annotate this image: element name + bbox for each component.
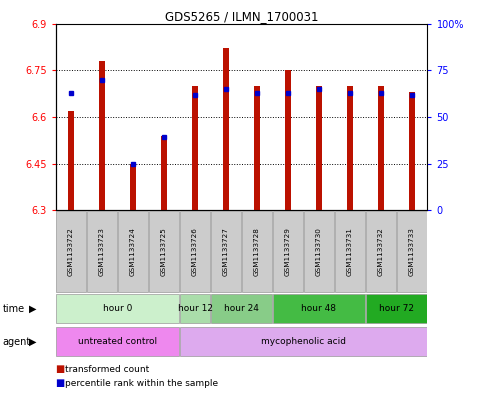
Text: hour 12: hour 12 bbox=[178, 304, 213, 313]
Bar bbox=[211, 294, 272, 323]
Text: hour 0: hour 0 bbox=[103, 304, 132, 313]
Bar bbox=[335, 211, 365, 292]
Text: GSM1133725: GSM1133725 bbox=[161, 227, 167, 276]
Text: agent: agent bbox=[2, 337, 30, 347]
Bar bbox=[378, 86, 384, 210]
Text: untreated control: untreated control bbox=[78, 338, 157, 346]
Bar bbox=[223, 48, 229, 210]
Text: GSM1133726: GSM1133726 bbox=[192, 227, 198, 276]
Text: ■: ■ bbox=[56, 364, 65, 375]
Text: hour 24: hour 24 bbox=[224, 304, 259, 313]
Text: GSM1133723: GSM1133723 bbox=[99, 227, 105, 276]
Text: transformed count: transformed count bbox=[65, 365, 149, 374]
Text: hour 48: hour 48 bbox=[301, 304, 337, 313]
Bar bbox=[316, 86, 322, 210]
Bar bbox=[87, 211, 117, 292]
Bar bbox=[180, 294, 210, 323]
Bar bbox=[149, 211, 179, 292]
Text: GSM1133728: GSM1133728 bbox=[254, 227, 260, 276]
Bar bbox=[118, 211, 148, 292]
Text: GSM1133732: GSM1133732 bbox=[378, 227, 384, 276]
Text: ▶: ▶ bbox=[29, 303, 37, 314]
Text: time: time bbox=[2, 303, 25, 314]
Bar bbox=[130, 163, 136, 210]
Bar bbox=[285, 70, 291, 210]
Text: GSM1133727: GSM1133727 bbox=[223, 227, 229, 276]
Bar bbox=[409, 92, 415, 210]
Text: mycophenolic acid: mycophenolic acid bbox=[261, 338, 346, 346]
Bar bbox=[99, 61, 105, 210]
Bar bbox=[304, 211, 334, 292]
Bar bbox=[192, 86, 198, 210]
Bar bbox=[180, 327, 427, 356]
Bar bbox=[56, 294, 179, 323]
Bar bbox=[366, 211, 396, 292]
Text: GSM1133733: GSM1133733 bbox=[409, 227, 415, 276]
Text: hour 72: hour 72 bbox=[379, 304, 414, 313]
Text: GSM1133731: GSM1133731 bbox=[347, 227, 353, 276]
Bar bbox=[56, 211, 86, 292]
Text: percentile rank within the sample: percentile rank within the sample bbox=[65, 379, 218, 387]
Bar bbox=[211, 211, 241, 292]
Bar bbox=[68, 111, 74, 210]
Text: ■: ■ bbox=[56, 378, 65, 388]
Bar bbox=[366, 294, 427, 323]
Bar bbox=[56, 327, 179, 356]
Bar bbox=[397, 211, 427, 292]
Text: GSM1133730: GSM1133730 bbox=[316, 227, 322, 276]
Text: ▶: ▶ bbox=[29, 337, 37, 347]
Bar bbox=[161, 136, 167, 210]
Bar bbox=[273, 211, 303, 292]
Text: GSM1133722: GSM1133722 bbox=[68, 227, 74, 276]
Bar bbox=[347, 86, 353, 210]
Bar bbox=[242, 211, 272, 292]
Text: GSM1133724: GSM1133724 bbox=[130, 227, 136, 276]
Bar bbox=[254, 86, 260, 210]
Text: GSM1133729: GSM1133729 bbox=[285, 227, 291, 276]
Bar bbox=[180, 211, 210, 292]
Text: GDS5265 / ILMN_1700031: GDS5265 / ILMN_1700031 bbox=[165, 10, 318, 23]
Bar bbox=[273, 294, 365, 323]
